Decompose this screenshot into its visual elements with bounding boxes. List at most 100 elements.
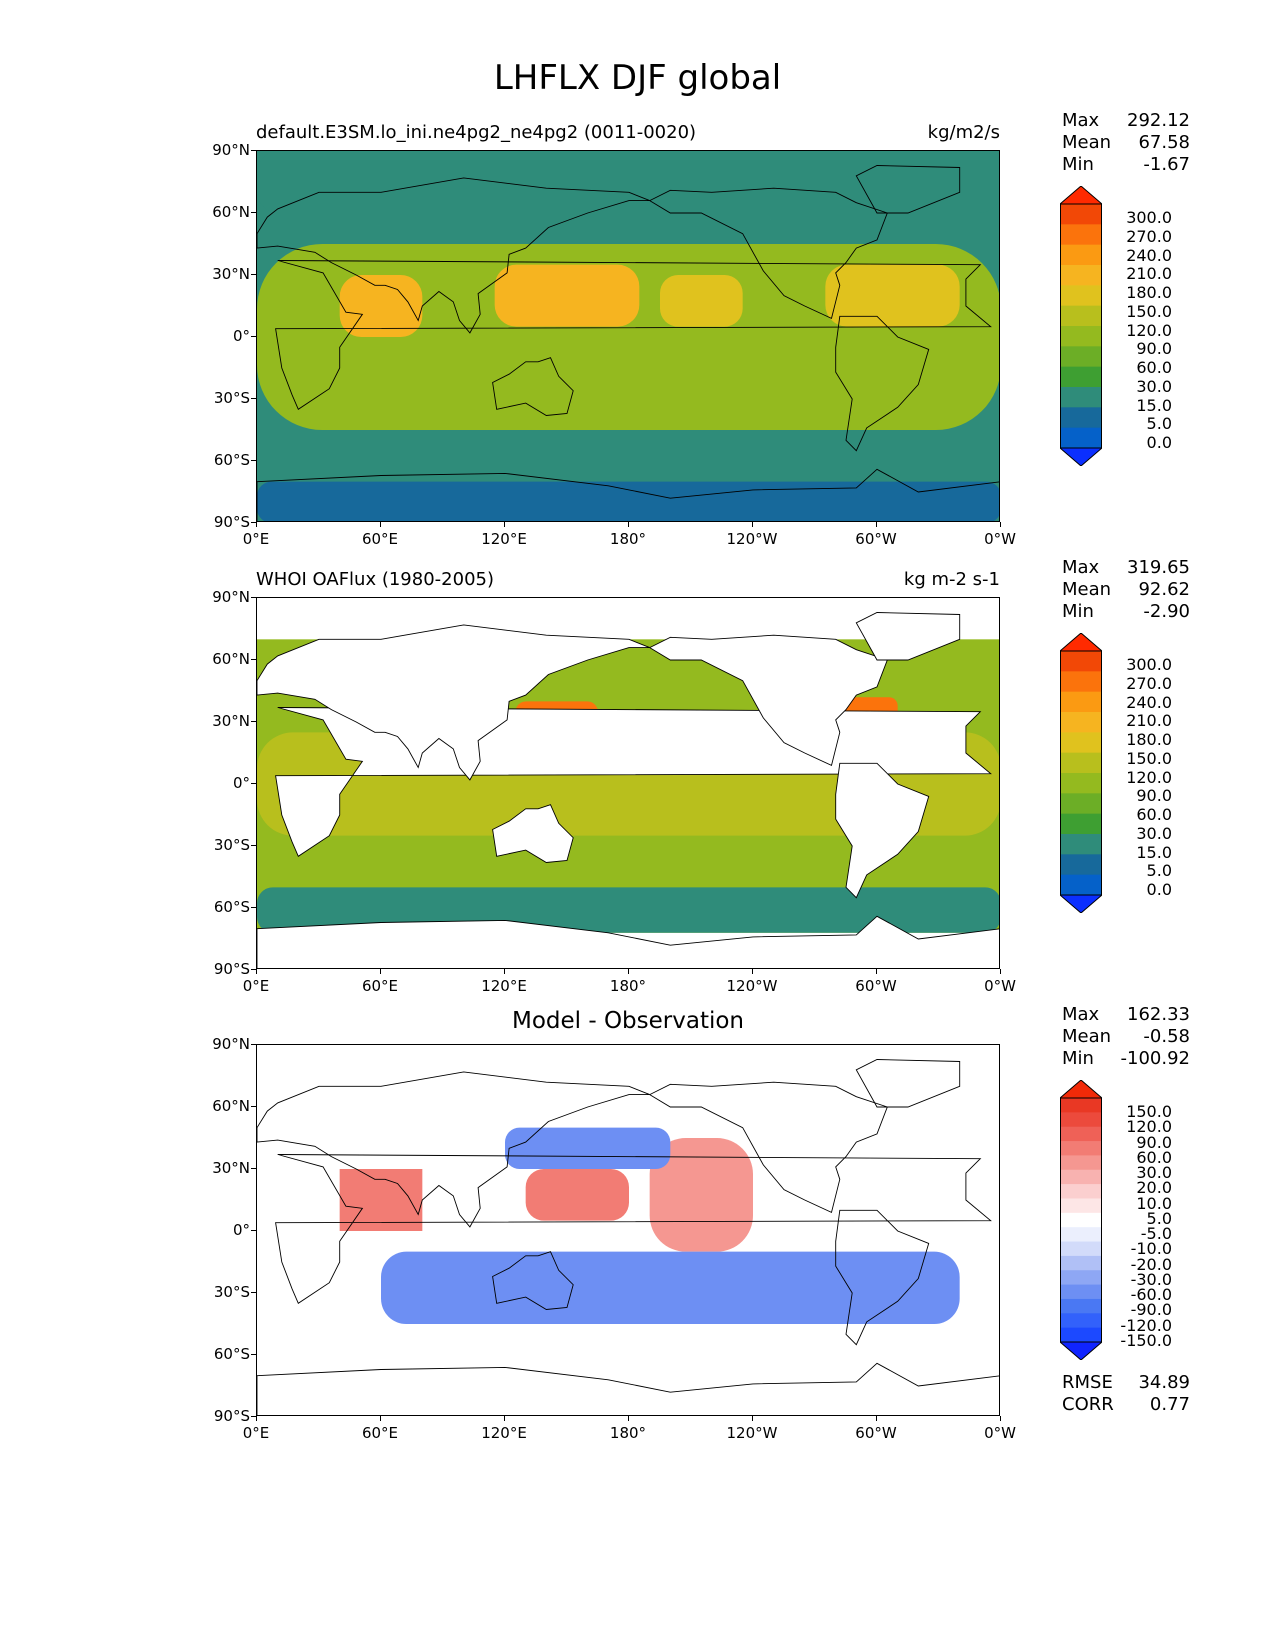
colorbar-tick-label: 10.0 — [1136, 1193, 1172, 1213]
colorbar-tick-label: -30.0 — [1130, 1269, 1172, 1289]
colorbar-tick-label: -20.0 — [1130, 1254, 1172, 1274]
y-tick — [251, 1230, 256, 1231]
map-area — [256, 597, 1000, 969]
field-region — [825, 264, 960, 327]
stat-row: Mean 92.62 — [1062, 579, 1190, 601]
colorbar-band — [1060, 1184, 1102, 1199]
units-label: kg/m2/s — [927, 122, 1000, 143]
colorbar-extend-top — [1058, 1079, 1104, 1099]
colorbar-tick-label: 150.0 — [1126, 301, 1172, 321]
stat-key: Mean — [1062, 579, 1112, 600]
field-region — [494, 264, 640, 327]
coastline — [492, 1251, 574, 1310]
colorbar-band — [1060, 1141, 1102, 1156]
y-tick-label: 0° — [232, 1221, 250, 1239]
colorbar-extend-bottom — [1058, 894, 1104, 914]
x-tick-label: 0°W — [984, 977, 1016, 995]
y-tick-label: 0° — [232, 327, 250, 345]
y-tick-label: 60°N — [212, 203, 250, 221]
colorbar-band — [1060, 305, 1102, 327]
x-tick — [628, 969, 629, 974]
y-tick-label: 30°N — [212, 712, 250, 730]
x-tick — [256, 1416, 257, 1421]
x-tick-label: 60°W — [855, 977, 897, 995]
y-tick — [251, 907, 256, 908]
colorbar-band — [1060, 265, 1102, 286]
colorbar-tick-label: 90.0 — [1136, 1132, 1172, 1152]
colorbar-tick-label: 60.0 — [1136, 1147, 1172, 1167]
x-tick — [876, 522, 877, 527]
map-svg — [257, 612, 999, 968]
colorbar-band — [1060, 244, 1102, 266]
stat-row: Mean 67.58 — [1062, 132, 1190, 154]
coastline — [275, 1154, 992, 1304]
field-region — [505, 1127, 671, 1169]
colorbar-band — [1060, 1112, 1102, 1128]
colorbar-tick-label: -10.0 — [1130, 1239, 1172, 1259]
colorbar-band — [1060, 1255, 1102, 1271]
coastline — [257, 624, 650, 781]
colorbar-tick-label: 30.0 — [1136, 376, 1172, 396]
coastline — [257, 915, 999, 968]
field-region — [339, 275, 423, 337]
x-tick — [628, 1416, 629, 1421]
colorbar-tick-label: 5.0 — [1146, 861, 1172, 881]
x-tick — [876, 1416, 877, 1421]
x-tick-label: 60°E — [361, 977, 399, 995]
x-tick — [256, 522, 257, 527]
x-tick-label: 60°E — [361, 530, 399, 548]
colorbar-band — [1060, 732, 1102, 754]
y-tick-label: 60°N — [212, 650, 250, 668]
stat-value: -100.92 — [1120, 1048, 1190, 1069]
coastline — [648, 1081, 888, 1214]
stat-row: Mean -0.58 — [1062, 1026, 1190, 1048]
field-region — [381, 1251, 960, 1324]
x-tick — [752, 969, 753, 974]
coastline — [492, 357, 574, 416]
x-tick-label: 0°W — [984, 1424, 1016, 1442]
coastline — [648, 187, 888, 320]
colorbar-tick-label: 180.0 — [1126, 283, 1172, 303]
stat-row: RMSE 34.89 — [1062, 1372, 1190, 1394]
x-tick-label: 120°W — [726, 977, 778, 995]
colorbar-tick-label: 15.0 — [1136, 842, 1172, 862]
colorbar-band — [1060, 1270, 1102, 1286]
colorbar-tick-label: -60.0 — [1130, 1285, 1172, 1304]
colorbar-band — [1060, 204, 1102, 225]
field-region — [257, 151, 999, 213]
x-tick — [380, 969, 381, 974]
y-tick-label: 90°N — [212, 141, 250, 159]
colorbar-tick-label: 0.0 — [1146, 433, 1172, 453]
panel-title: WHOI OAFlux (1980-2005) — [256, 569, 494, 590]
field-region — [257, 244, 999, 430]
colorbar-band — [1060, 691, 1102, 713]
colorbar-tick-label: 5.0 — [1146, 1208, 1172, 1228]
stat-row: Min -1.67 — [1062, 154, 1190, 176]
x-tick-label: 0°E — [242, 977, 270, 995]
x-tick-label: 60°E — [361, 1424, 399, 1442]
map-panel-diff: Model - Observation 90°N 60°N 30°N 0° 30°S 60°… — [0, 1008, 1275, 1446]
colorbar-tick-label: 30.0 — [1136, 823, 1172, 843]
coastline — [855, 612, 961, 661]
stat-value: 319.65 — [1127, 557, 1190, 578]
stat-key: Max — [1062, 557, 1100, 578]
stat-value: -0.58 — [1143, 1026, 1190, 1047]
colorbar-extend-bottom — [1058, 1341, 1104, 1361]
x-tick — [752, 1416, 753, 1421]
map-svg — [257, 151, 999, 521]
colorbar-tick-label: 15.0 — [1136, 395, 1172, 415]
x-tick — [380, 522, 381, 527]
colorbar-band — [1060, 1169, 1102, 1185]
colorbar-tick-label: 120.0 — [1126, 1117, 1172, 1137]
coastline — [492, 804, 574, 863]
x-tick-label: 120°E — [481, 977, 527, 995]
colorbar — [1058, 632, 1104, 914]
colorbar-band — [1060, 1126, 1102, 1142]
map-panel-model: default.E3SM.lo_ini.ne4pg2_ne4pg2 (0011-… — [0, 122, 1275, 552]
y-tick-label: 30°S — [213, 389, 250, 407]
colorbar-tick-label: 270.0 — [1126, 226, 1172, 246]
colorbar-tick-label: -5.0 — [1140, 1224, 1172, 1243]
colorbar-extend-bottom — [1058, 447, 1104, 467]
map-area — [256, 150, 1000, 522]
coastline — [835, 762, 930, 899]
